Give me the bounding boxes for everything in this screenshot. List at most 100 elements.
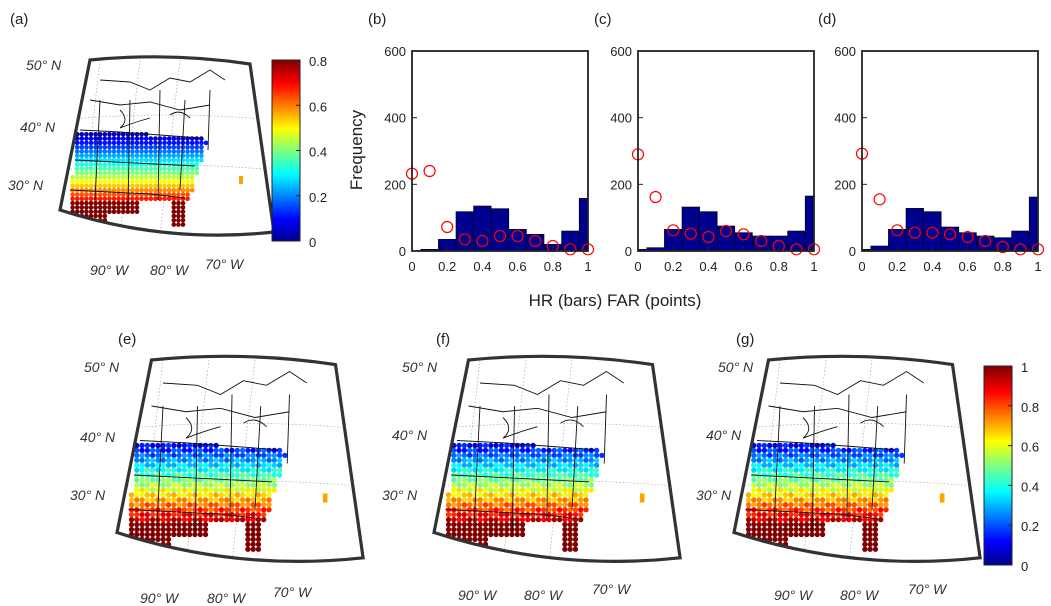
data-dot <box>835 462 842 468</box>
data-dot <box>872 467 879 473</box>
data-dot <box>111 140 117 146</box>
data-dot <box>261 472 267 478</box>
data-dot <box>498 521 505 528</box>
data-dot <box>202 457 209 463</box>
data-dot <box>472 447 478 454</box>
data-dot <box>171 467 177 473</box>
data-dot <box>862 487 868 493</box>
data-dot <box>777 467 783 473</box>
data-dot <box>111 183 117 189</box>
data-dot <box>116 132 121 137</box>
data-dot <box>245 452 251 458</box>
data-dot <box>116 200 121 206</box>
data-dot <box>878 472 884 478</box>
data-dot <box>171 179 177 184</box>
data-dot <box>525 512 531 518</box>
panel-label-e: (e) <box>118 331 136 348</box>
data-dot <box>583 487 589 493</box>
data-dot <box>84 183 89 189</box>
data-dot <box>530 492 536 498</box>
state-border <box>169 111 191 119</box>
x-tick-label: 0.4 <box>473 259 491 274</box>
data-dot <box>793 487 799 493</box>
data-dot <box>157 144 163 150</box>
data-dot <box>160 452 166 458</box>
data-dot <box>197 467 203 473</box>
data-dot <box>250 497 256 503</box>
data-dot <box>556 447 563 454</box>
data-dot <box>180 149 186 154</box>
data-dot <box>583 497 589 503</box>
data-dot <box>218 482 225 488</box>
data-dot <box>153 157 158 163</box>
data-dot <box>809 482 815 488</box>
data-dot <box>530 482 536 488</box>
data-dot <box>111 187 117 193</box>
data-dot <box>856 487 863 493</box>
data-dot <box>185 192 190 197</box>
data-dot <box>187 516 193 523</box>
data-dot <box>185 157 190 163</box>
data-dot <box>846 502 852 508</box>
data-dot <box>514 452 520 458</box>
data-dot <box>851 492 857 498</box>
data-dot <box>572 497 579 503</box>
data-dot <box>97 205 103 210</box>
data-dot <box>187 457 193 463</box>
data-dot <box>793 521 799 528</box>
data-dot <box>181 502 188 508</box>
data-dot <box>872 536 879 543</box>
data-dot <box>777 447 783 454</box>
data-dot <box>134 196 140 202</box>
data-dot <box>180 144 186 150</box>
data-dot <box>165 442 172 449</box>
data-dot <box>165 477 172 483</box>
data-dot <box>835 482 842 488</box>
data-dot <box>144 477 151 483</box>
data-dot <box>255 482 262 488</box>
data-dot <box>130 170 135 176</box>
data-dot <box>144 472 151 478</box>
graticule-line <box>734 422 981 430</box>
data-dot <box>107 183 112 189</box>
data-dot <box>224 462 230 468</box>
data-dot <box>176 497 182 503</box>
data-dot <box>187 502 193 508</box>
data-dot <box>153 140 158 146</box>
data-dot <box>239 516 246 523</box>
data-dot <box>862 507 868 513</box>
data-dot <box>782 442 789 449</box>
data-dot <box>150 482 156 488</box>
data-dot <box>578 457 584 463</box>
data-dot <box>488 526 494 533</box>
state-border <box>119 109 151 129</box>
data-dot <box>139 175 144 180</box>
data-dot <box>493 472 499 478</box>
data-dot <box>144 462 151 468</box>
data-dot <box>111 166 117 171</box>
data-dot <box>819 482 826 488</box>
data-dot <box>835 507 842 513</box>
data-dot <box>111 136 117 141</box>
data-dot <box>751 462 757 468</box>
data-dot <box>213 492 219 498</box>
data-dot <box>97 196 103 202</box>
data-dot <box>134 467 140 473</box>
data-dot <box>856 492 863 498</box>
data-dot <box>180 209 186 214</box>
data-dot <box>157 149 163 154</box>
longitude-label: 90° W <box>140 590 180 606</box>
data-dot <box>176 521 182 528</box>
data-dot <box>514 482 520 488</box>
data-dot <box>128 526 135 533</box>
data-dot <box>165 447 172 454</box>
data-dot <box>825 442 831 449</box>
data-dot <box>530 462 536 468</box>
data-dot <box>239 487 246 493</box>
data-dot <box>107 132 112 137</box>
data-dot <box>107 144 112 150</box>
data-dot <box>493 526 499 533</box>
data-dot <box>139 462 145 468</box>
data-dot <box>165 512 172 518</box>
data-dot <box>498 477 505 483</box>
